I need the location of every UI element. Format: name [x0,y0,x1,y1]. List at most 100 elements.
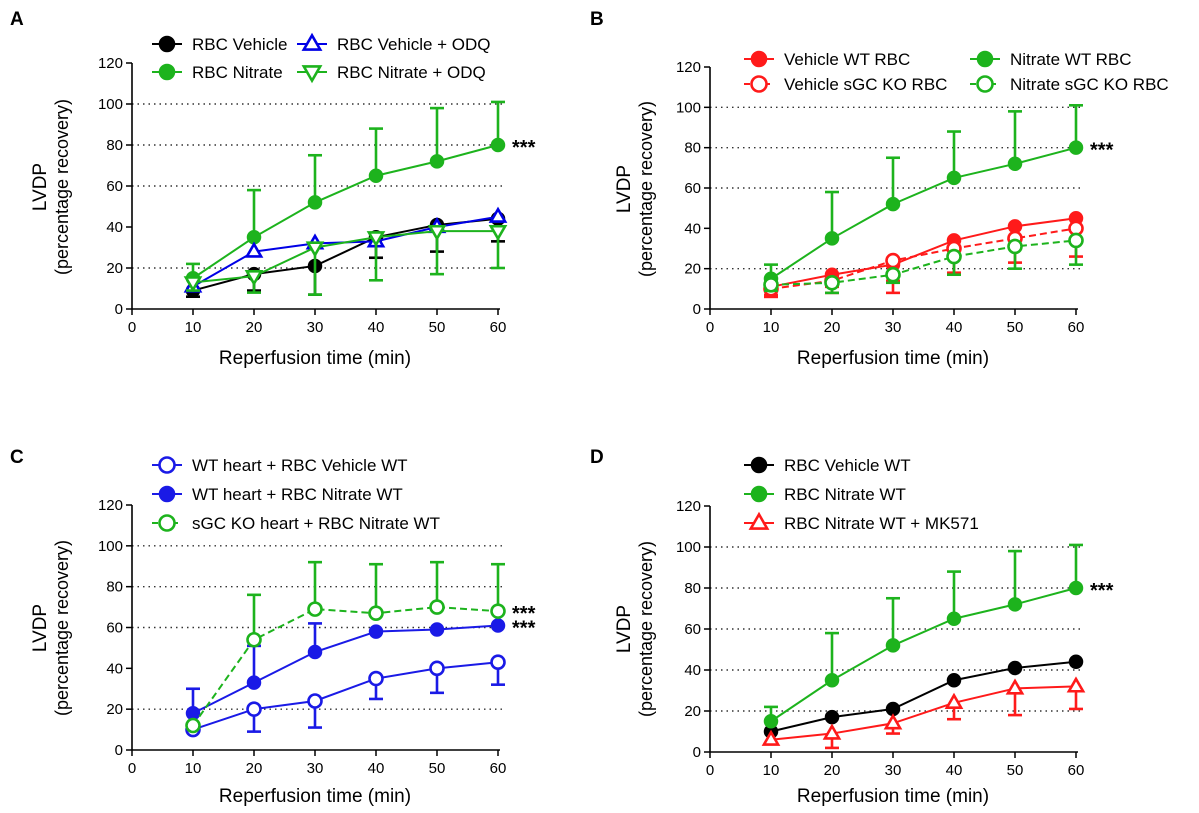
y-tick-label: 0 [115,301,123,318]
data-point [885,196,901,212]
legend-label: RBC Nitrate WT [784,485,906,504]
legend-entry: sGC KO heart + RBC Nitrate WT [152,514,440,533]
data-point [429,599,445,615]
y-axis-sublabel: (percentage recovery) [636,541,656,717]
y-tick-label: 120 [676,498,701,515]
legend-entry: Nitrate sGC KO RBC [970,75,1169,94]
series-3 [183,224,508,296]
legend-label: WT heart + RBC Vehicle WT [192,456,408,475]
data-point [1007,660,1023,676]
series-line [192,606,499,727]
y-tick-label: 0 [693,744,701,761]
y-tick-label: 80 [106,579,123,596]
series-2 [763,104,1084,286]
x-tick-label: 40 [368,319,385,336]
data-point [488,224,508,242]
legend-label: Vehicle WT RBC [784,50,910,69]
data-point [307,601,323,617]
legend-entry: RBC Nitrate + ODQ [297,63,486,84]
x-tick-label: 30 [885,319,902,336]
series-line [192,661,499,731]
data-point [490,618,506,633]
significance-label: *** [1090,580,1114,602]
data-point [1068,580,1084,596]
legend-marker [301,65,323,84]
chart-panel-a: A 0 20 40 60 80 100 120 0 10 20 30 40 50 60 Reperfusion… [10,9,536,369]
data-point [1066,676,1086,693]
data-point [307,644,323,660]
panel-label: C [10,447,24,468]
data-point [885,266,901,283]
series-line [192,624,499,715]
y-tick-label: 40 [106,219,123,236]
y-tick-label: 100 [676,539,701,556]
y-tick-label: 100 [98,538,123,555]
series-1 [185,618,506,721]
chart-panel-b: B 0 20 40 60 80 100 120 0 10 20 30 40 50 60 Reperfusion… [590,9,1169,369]
data-point [368,168,384,183]
y-axis-label: LVDP [614,605,635,653]
series-1 [763,220,1084,297]
y-tick-label: 40 [684,220,701,237]
data-point [822,723,842,740]
y-tick-label: 60 [106,620,123,637]
x-tick-label: 20 [246,319,263,336]
data-point [366,231,386,248]
significance-label: *** [1090,140,1114,162]
x-tick-label: 10 [185,760,202,777]
legend-marker [750,485,768,503]
y-tick-label: 0 [693,301,701,318]
x-tick-label: 0 [706,319,714,336]
data-point [1005,678,1025,695]
data-point [824,709,840,725]
data-point [307,195,323,210]
legend-marker [158,485,176,503]
x-tick-label: 20 [824,762,841,779]
legend-marker [750,50,768,68]
x-tick-label: 50 [1007,319,1024,336]
y-tick-label: 120 [98,497,123,514]
x-tick-label: 50 [1007,762,1024,779]
legend-marker [976,75,994,93]
data-point [1007,597,1023,612]
data-point [883,713,903,730]
y-axis-sublabel: (percentage recovery) [636,101,656,277]
data-point [429,154,445,169]
chart-panel-c: C 0 20 40 60 80 100 120 0 10 20 30 40 50 60 Reperfusion… [10,447,536,807]
data-point [246,701,262,717]
y-tick-label: 20 [684,261,701,278]
x-tick-label: 40 [946,319,963,336]
legend-label: RBC Vehicle WT [784,456,911,475]
data-point [429,622,445,637]
data-point [490,654,506,671]
legend-marker [158,514,176,532]
x-tick-label: 60 [1068,762,1085,779]
y-tick-label: 120 [98,55,123,72]
y-tick-label: 80 [684,580,701,597]
x-tick-label: 40 [368,760,385,777]
y-axis-sublabel: (percentage recovery) [52,99,72,275]
data-point [946,673,962,688]
legend-marker [158,456,176,474]
data-point [185,717,201,734]
data-point [1068,654,1084,670]
y-tick-label: 80 [684,140,701,157]
x-tick-label: 40 [946,762,963,779]
series-1 [185,100,506,286]
legend-label: WT heart + RBC Nitrate WT [192,485,403,504]
data-point [307,693,323,709]
data-point [1068,232,1084,249]
legend-marker [976,50,994,68]
data-point [429,660,445,677]
legend-marker [750,456,768,474]
series-line [770,146,1077,280]
y-tick-label: 100 [676,99,701,116]
legend-label: RBC Nitrate [192,63,283,82]
y-tick-label: 60 [684,621,701,638]
panel-label: D [590,447,604,468]
legend-label: RBC Vehicle [192,35,287,54]
series-line [192,217,499,292]
x-tick-label: 10 [185,319,202,336]
legend-label: sGC KO heart + RBC Nitrate WT [192,514,440,533]
y-tick-label: 20 [106,701,123,718]
